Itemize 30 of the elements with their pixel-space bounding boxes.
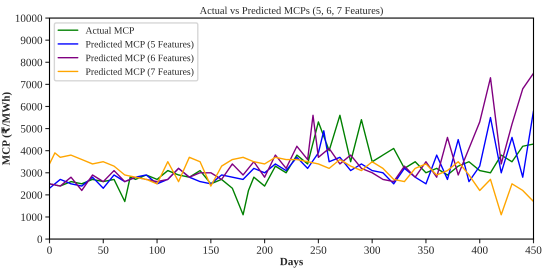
x-tick-label: 450 [525, 246, 542, 254]
legend-label: Predicted MCP (5 Features) [86, 40, 194, 50]
x-tick-label: 200 [256, 246, 273, 254]
y-tick-label: 5000 [20, 125, 42, 133]
y-tick-label: 8000 [20, 58, 42, 66]
line-series [50, 110, 534, 189]
y-tick-label: 9000 [20, 36, 42, 44]
x-tick-label: 0 [47, 246, 52, 254]
x-tick-label: 100 [150, 246, 165, 254]
y-axis-title: MCP (₹/MWh) [2, 92, 12, 166]
legend-label: Predicted MCP (7 Features) [86, 68, 194, 77]
y-tick-label: 3000 [20, 169, 42, 177]
x-tick-label: 250 [310, 246, 326, 254]
y-tick-label: 1000 [21, 213, 42, 221]
x-tick-label: 350 [418, 246, 434, 254]
y-tick-label: 7000 [21, 80, 42, 88]
chart-title: Actual vs Predicted MCPs (5, 6, 7 Features) [200, 6, 383, 16]
x-tick-label: 50 [98, 246, 108, 254]
x-axis-title: Days [280, 258, 303, 268]
y-tick-label: 10000 [16, 14, 42, 22]
legend-label: Predicted MCP (6 Features) [86, 54, 194, 64]
x-tick-label: 150 [203, 246, 219, 254]
x-tick-label: 400 [472, 246, 488, 254]
y-tick-label: 6000 [20, 102, 42, 110]
legend-label: Actual MCP [86, 26, 134, 34]
y-tick-label: 0 [37, 236, 42, 244]
y-tick-label: 2000 [20, 191, 42, 199]
y-tick-label: 4000 [20, 147, 42, 155]
line-series [50, 152, 534, 216]
x-tick-label: 300 [364, 246, 380, 254]
